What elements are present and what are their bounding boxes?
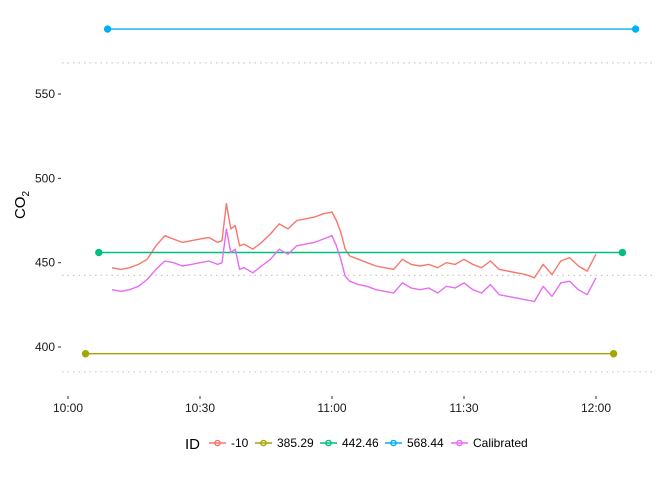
legend-label: -10: [231, 436, 249, 450]
x-tick-label: 10:30: [185, 401, 215, 415]
series-point: [609, 350, 618, 358]
series-line: [111, 202, 597, 279]
x-tick-label: 10:00: [53, 401, 83, 415]
y-tick-label: 400: [35, 340, 55, 354]
y-axis: 400 450 500 550: [35, 87, 61, 354]
x-axis: 10:00 10:30 11:00 11:30 12:00: [53, 396, 611, 415]
legend-title: ID: [185, 436, 200, 453]
legend-key-marker: [325, 439, 332, 447]
legend-label: 568.44: [407, 436, 444, 450]
legend: ID -10 385.29 442.46 568.44 Calibrated: [185, 436, 528, 453]
series-point: [95, 248, 103, 257]
x-tick-label: 11:00: [317, 401, 346, 415]
legend-label: 385.29: [277, 436, 314, 450]
legend-label: 442.46: [342, 436, 379, 450]
y-axis-title-subscript: 2: [21, 191, 32, 197]
legend-key-marker: [260, 439, 267, 447]
series-lines: [85, 28, 636, 355]
y-tick-label: 450: [35, 256, 55, 270]
series-point: [103, 25, 112, 33]
x-tick-label: 11:30: [449, 401, 478, 415]
legend-key-marker: [214, 439, 221, 447]
y-axis-title-main: CO: [12, 197, 29, 220]
series-point: [631, 25, 640, 33]
x-tick-label: 12:00: [581, 401, 611, 415]
series-line: [111, 228, 597, 303]
legend-label: Calibrated: [473, 436, 528, 450]
legend-key-marker: [456, 439, 463, 447]
series-markers: [81, 25, 640, 358]
legend-key-marker: [390, 439, 397, 447]
series-point: [81, 350, 90, 358]
y-tick-label: 500: [35, 171, 55, 185]
y-tick-label: 550: [35, 87, 55, 101]
y-axis-title: CO2: [12, 191, 32, 220]
series-point: [618, 248, 627, 257]
